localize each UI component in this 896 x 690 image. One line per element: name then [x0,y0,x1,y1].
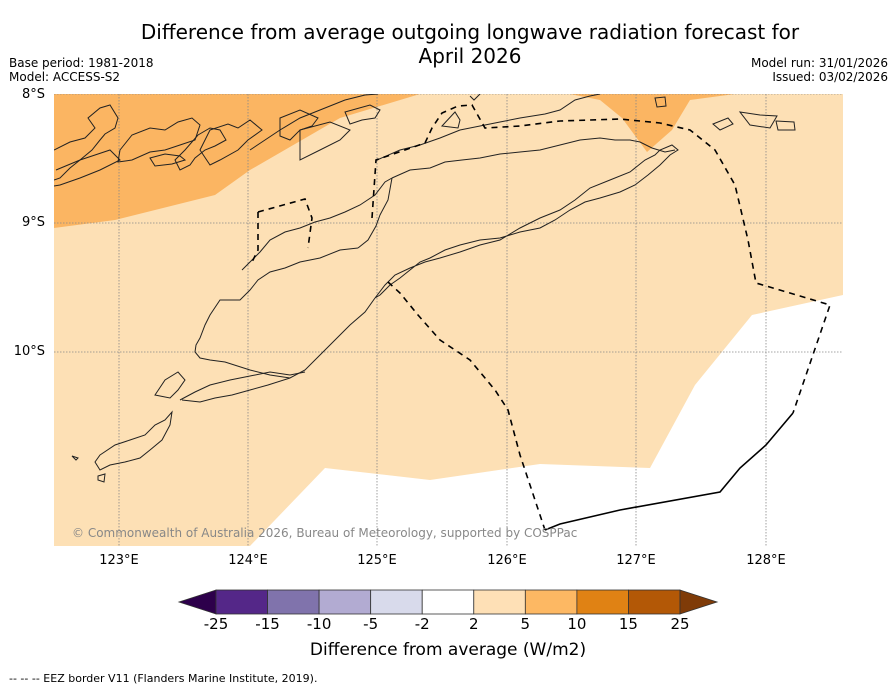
colorbar-over-arrow [679,589,719,615]
colorbar-bin [524,589,578,615]
colorbar-bin [576,589,629,615]
colorbar-tick-label: 25 [670,615,690,633]
eez-border-dashed [251,104,832,531]
meta-right: Model run: 31/01/2026 Issued: 03/02/2026 [751,56,888,84]
colorbar [177,589,719,615]
model-run: Model run: 31/01/2026 [750,56,888,70]
colorbar-bin [215,589,268,615]
colorbar-tick-label: 10 [567,615,587,633]
colorbar-bin [267,589,320,615]
lon-label-124e: 124°E [228,553,268,568]
anomaly-5-10-wedge [570,94,735,152]
title-line-1: Difference from average outgoing longwav… [140,20,800,44]
grid-lines [54,94,843,546]
meta-left: Base period: 1981-2018 Model: ACCESS-S2 [9,56,154,84]
colorbar-bin [421,589,475,615]
title-line-2: April 2026 [418,44,522,68]
lon-label-123e: 123°E [99,553,139,568]
colorbar-bin [318,589,372,615]
lat-label-8s: 8°S [21,87,45,102]
chart-title: Difference from average outgoing longwav… [0,20,896,68]
lon-label-125e: 125°E [357,553,397,568]
colorbar-tick-label: -5 [363,615,379,633]
anomaly-neutral-region [54,295,843,546]
lon-label-128e: 128°E [746,553,786,568]
colorbar-title: Difference from average (W/m2) [309,640,587,660]
coastlines [54,94,796,483]
colorbar-tick-label: -15 [255,615,280,633]
colorbar-tick-label: 15 [618,615,638,633]
eez-footnote: -- -- -- EEZ border V11 (Flanders Marine… [9,672,318,685]
lon-label-127e: 127°E [616,553,656,568]
colorbar-tick-label: -2 [414,615,430,633]
colorbar-under-arrow [177,589,217,615]
eez-border-solid [544,412,794,531]
colorbar-bin [473,589,526,615]
colorbar-tick-label: 2 [468,615,479,633]
lat-label-9s: 9°S [21,215,45,230]
lat-label-10s: 10°S [13,344,45,359]
lon-label-126e: 126°E [487,553,527,568]
anomaly-5-10-band [54,94,420,228]
colorbar-bin [628,589,681,615]
copyright-text: © Commonwealth of Australia 2026, Bureau… [72,526,578,540]
colorbar-tick-label: -25 [203,615,229,633]
colorbar-tick-label: -10 [306,615,332,633]
model-name: Model: ACCESS-S2 [9,70,121,84]
colorbar-bin [370,589,423,615]
base-period: Base period: 1981-2018 [9,56,154,70]
colorbar-tick-label: 5 [520,615,531,633]
issued-date: Issued: 03/02/2026 [772,70,888,84]
